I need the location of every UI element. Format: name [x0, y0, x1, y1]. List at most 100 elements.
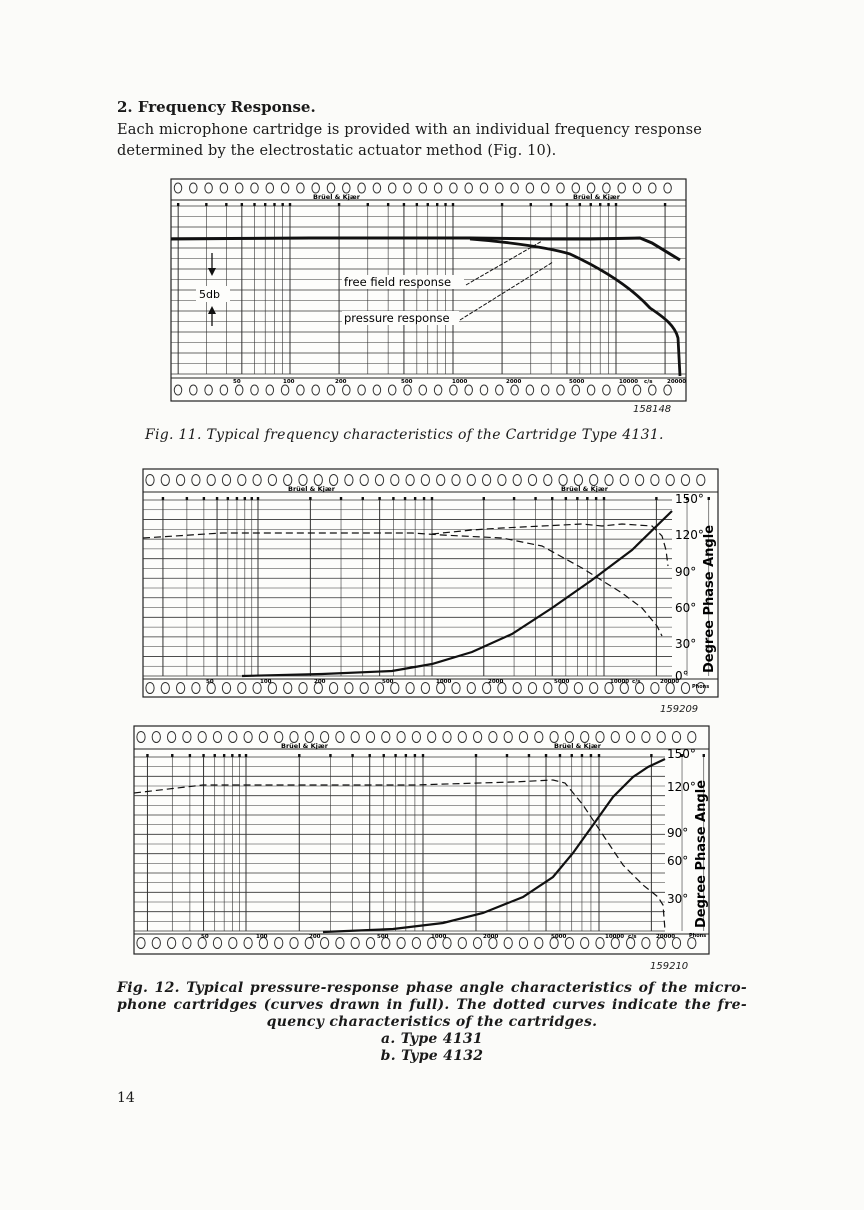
grid-tick: [392, 497, 395, 500]
sprocket-hole: [350, 731, 360, 743]
sprocket-hole: [219, 182, 229, 194]
sprocket-hole: [457, 937, 467, 949]
frequency-tick: 100: [283, 379, 295, 385]
grid-tick: [366, 203, 369, 206]
sprocket-hole: [472, 937, 483, 949]
sprocket-hole: [665, 682, 675, 694]
frequency-tick: 1000: [436, 679, 451, 685]
frequency-tick: 20000: [667, 379, 686, 385]
sprocket-hole: [556, 384, 565, 396]
figure-12-caption: Fig. 12. Typical pressure-response phase…: [117, 980, 747, 1065]
phons-label: Phons: [692, 684, 709, 690]
sprocket-hole: [589, 474, 599, 486]
grid-tick: [663, 203, 667, 206]
sprocket-hole: [234, 384, 244, 396]
grid-tick: [382, 754, 385, 757]
sprocket-hole: [374, 474, 385, 486]
grid-tick: [422, 497, 426, 500]
sprocket-hole: [580, 731, 590, 743]
sprocket-hole: [252, 682, 262, 694]
frequency-tick-labels: 50 100 200 500 1000 2000 5000 10000 c/s 20000: [201, 934, 675, 940]
degree-tick: 0°: [675, 669, 689, 683]
sprocket-hole: [634, 682, 645, 694]
sprocket-hole: [405, 682, 415, 694]
sprocket-hole: [237, 682, 247, 694]
grid-tick: [402, 203, 406, 206]
sprocket-hole: [191, 682, 201, 694]
sprocket-hole: [549, 937, 559, 949]
grid-tick: [602, 497, 606, 500]
frequency-tick: 200: [335, 379, 347, 385]
frequency-tick-labels: 50 100 200 500 1000 2000 5000 10000 c/s 20000: [206, 679, 679, 685]
grid-tick: [171, 754, 174, 757]
grid-tick: [361, 497, 364, 500]
sprocket-hole: [372, 384, 382, 396]
sprocket-hole: [145, 682, 155, 694]
grid-tick: [500, 203, 504, 206]
sprocket-hole: [641, 937, 651, 949]
grid-tick: [337, 203, 341, 206]
sprocket-hole: [335, 937, 345, 949]
sprocket-hole: [650, 682, 660, 694]
page-number: 14: [117, 1090, 135, 1106]
grid-tick: [215, 497, 219, 500]
sprocket-hole: [525, 182, 535, 194]
grid-tick: [650, 754, 653, 757]
sprocket-hole: [619, 474, 629, 486]
sprocket-hole: [495, 384, 504, 396]
sprocket-hole: [656, 731, 666, 743]
sprocket-hole: [136, 731, 146, 743]
sprocket-hole: [350, 937, 360, 949]
degree-tick: 30°: [667, 892, 688, 906]
sprocket-hole: [197, 731, 207, 743]
sprocket-hole: [311, 182, 320, 194]
sprocket-hole: [451, 682, 461, 694]
grid-tick: [436, 203, 439, 206]
grid-tick: [702, 754, 705, 757]
sprocket-hole: [571, 182, 581, 194]
sprocket-hole: [687, 937, 697, 949]
sprocket-holes-bottom: [173, 384, 672, 396]
brand-label: Brüel & Kjær: [288, 485, 336, 493]
intro-paragraph: Each microphone cartridge is provided wi…: [117, 122, 702, 159]
sprocket-holes-top: [145, 474, 706, 486]
sprocket-hole: [357, 384, 366, 396]
sprocket-hole: [617, 384, 626, 396]
grid-tick: [565, 203, 569, 206]
grid-tick: [430, 497, 434, 500]
sprocket-hole: [175, 682, 186, 694]
sprocket-hole: [405, 474, 415, 486]
grid-tick: [404, 754, 408, 757]
sprocket-hole: [488, 937, 498, 949]
grid-tick: [607, 203, 610, 206]
grid-tick: [226, 497, 230, 500]
sprocket-hole: [311, 384, 320, 396]
sprocket-hole: [182, 731, 192, 743]
grid-tick: [589, 203, 592, 206]
sprocket-hole: [250, 384, 259, 396]
degree-tick-labels: 150° 120° 90° 60° 30° 0°: [675, 492, 704, 683]
grid-tick: [505, 754, 509, 757]
grid-tick: [580, 754, 584, 757]
sprocket-hole: [457, 731, 467, 743]
sprocket-hole: [418, 384, 428, 396]
grid-tick: [403, 497, 407, 500]
sprocket-hole: [298, 474, 308, 486]
sprocket-hole: [602, 384, 611, 396]
frequency-tick: 2000: [506, 379, 521, 385]
sprocket-hole: [604, 474, 614, 486]
sprocket-hole: [671, 731, 682, 743]
sprocket-hole: [534, 731, 544, 743]
sprocket-hole: [381, 731, 391, 743]
grid-tick: [549, 203, 553, 206]
sprocket-hole: [204, 384, 213, 396]
sprocket-hole: [449, 182, 458, 194]
sprocket-hole: [204, 182, 213, 194]
frequency-tick: 100: [256, 934, 268, 940]
grid-tick: [685, 497, 689, 500]
sprocket-hole: [387, 384, 397, 396]
sprocket-hole: [589, 682, 599, 694]
frequency-tick: 20000: [656, 934, 675, 940]
frequency-tick: 500: [401, 379, 413, 385]
sprocket-hole: [280, 182, 290, 194]
